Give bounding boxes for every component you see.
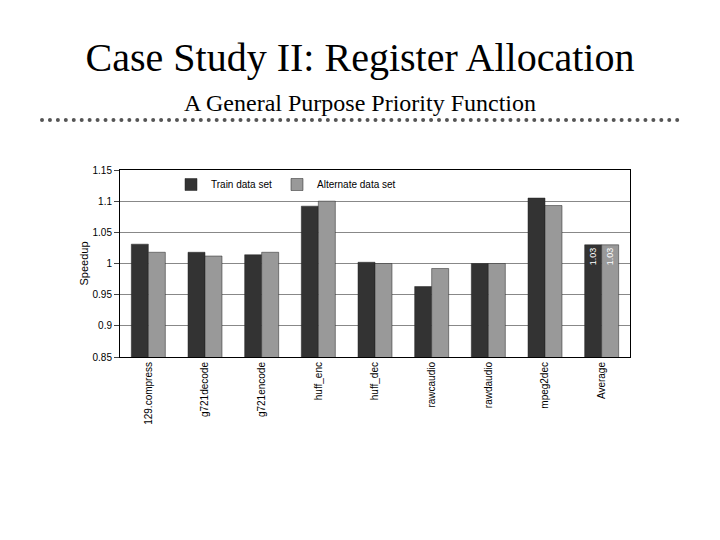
svg-text:rawdaudio: rawdaudio xyxy=(483,362,494,409)
svg-text:huff_dec: huff_dec xyxy=(369,362,380,400)
svg-text:1.05: 1.05 xyxy=(93,227,113,238)
svg-text:Average: Average xyxy=(596,362,607,400)
svg-text:1.15: 1.15 xyxy=(93,165,113,176)
svg-text:0.85: 0.85 xyxy=(93,352,113,363)
svg-text:Train data set: Train data set xyxy=(211,179,272,190)
svg-text:mpeg2dec: mpeg2dec xyxy=(539,362,550,409)
svg-text:g721decode: g721decode xyxy=(199,362,210,417)
html-text:Case Study II: Register Alloca: Case Study II: Register Allocation xyxy=(85,35,635,80)
svg-text:1.1: 1.1 xyxy=(98,196,112,207)
html-text:A General Purpose Priority Fun: A General Purpose Priority Function xyxy=(184,90,536,116)
svg-text:huff_enc: huff_enc xyxy=(313,362,324,400)
svg-text:0.9: 0.9 xyxy=(98,320,112,331)
svg-text:g721encode: g721encode xyxy=(256,362,267,417)
svg-text:Speedup: Speedup xyxy=(78,241,90,285)
svg-text:1.03: 1.03 xyxy=(605,248,615,266)
svg-text:1: 1 xyxy=(106,258,112,269)
svg-text:0.95: 0.95 xyxy=(93,289,113,300)
svg-text:rawcaudio: rawcaudio xyxy=(426,362,437,408)
svg-text:129.compress: 129.compress xyxy=(143,362,154,425)
svg-text:1.03: 1.03 xyxy=(588,248,598,266)
svg-text:Alternate data set: Alternate data set xyxy=(317,179,396,190)
